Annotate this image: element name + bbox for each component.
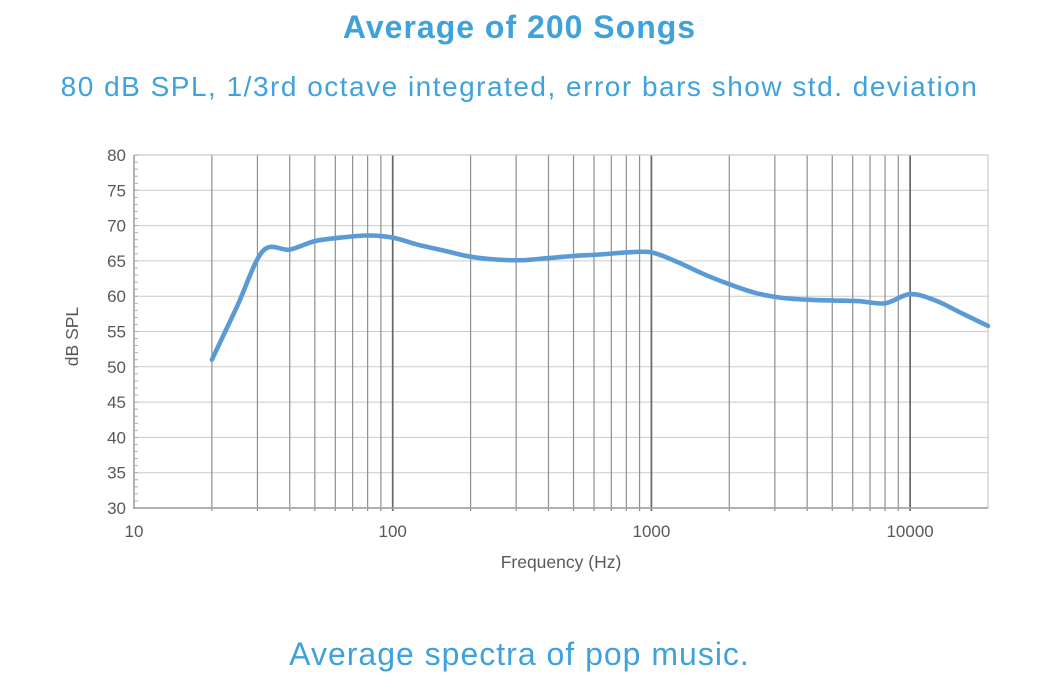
svg-text:100: 100 [379, 522, 407, 541]
svg-text:70: 70 [107, 217, 126, 236]
vertical-gridlines [211, 155, 911, 511]
spectrum-chart-svg: 30 35 40 45 50 55 60 65 70 75 80 10 100 1000 10000 Freq… [62, 146, 991, 572]
figure-caption: Average spectra of pop music. [289, 636, 750, 672]
svg-text:55: 55 [107, 323, 126, 342]
svg-text:35: 35 [107, 464, 126, 483]
svg-text:80: 80 [107, 146, 126, 165]
chart-subtitle: 80 dB SPL, 1/3rd octave integrated, erro… [60, 71, 979, 102]
svg-text:30: 30 [107, 499, 126, 518]
chart-title: Average of 200 Songs [342, 9, 697, 45]
svg-text:75: 75 [107, 181, 126, 200]
svg-text:40: 40 [107, 428, 126, 447]
svg-text:1000: 1000 [633, 522, 671, 541]
y-axis-title: dB SPL [62, 307, 82, 367]
spectrum-chart: 30 35 40 45 50 55 60 65 70 75 80 10 100 1000 10000 Freq… [0, 120, 1039, 600]
series-line [209, 233, 991, 362]
x-tick-labels: 10 100 1000 10000 [125, 522, 934, 541]
svg-text:45: 45 [107, 393, 126, 412]
x-axis-title: Frequency (Hz) [501, 552, 622, 572]
svg-text:10000: 10000 [886, 522, 933, 541]
y-tick-labels: 30 35 40 45 50 55 60 65 70 75 80 [107, 146, 126, 518]
svg-text:65: 65 [107, 252, 126, 271]
svg-text:60: 60 [107, 287, 126, 306]
horizontal-gridlines [134, 154, 988, 474]
svg-text:50: 50 [107, 358, 126, 377]
svg-text:10: 10 [125, 522, 144, 541]
y-minor-ticks [134, 154, 138, 509]
